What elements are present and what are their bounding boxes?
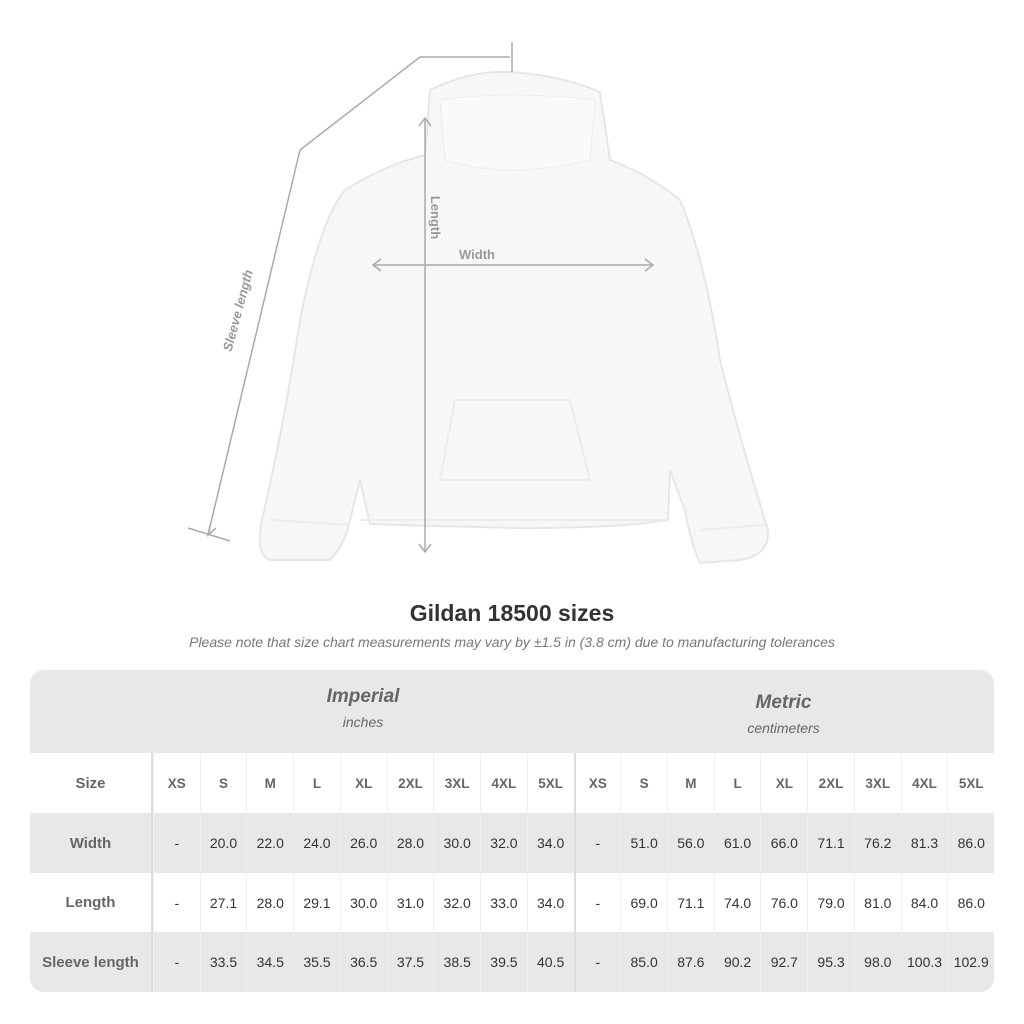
table-cell: 34.5 <box>246 932 293 992</box>
size-header: M <box>246 753 293 813</box>
table-cell: 71.1 <box>807 813 854 873</box>
table-cell: - <box>152 932 200 992</box>
metric-group: Metric centimeters <box>573 692 994 736</box>
table-cell: 27.1 <box>199 873 247 932</box>
hoodie-diagram <box>187 42 770 565</box>
table-cell: 87.6 <box>666 932 714 992</box>
table-cell: 30.0 <box>433 813 480 873</box>
table-cell: 35.5 <box>293 932 340 992</box>
table-cell: 69.0 <box>620 873 667 932</box>
table-cell: 90.2 <box>713 932 761 992</box>
table-cell: 61.0 <box>713 813 761 873</box>
row-label: Length <box>30 873 153 932</box>
size-header: 2XL <box>386 753 434 813</box>
row-label: Width <box>30 813 153 873</box>
size-header: XL <box>339 753 387 813</box>
table-cell: 79.0 <box>807 873 854 932</box>
length-label: Length <box>428 195 444 240</box>
row-label: Sleeve length <box>30 932 153 992</box>
size-header: L <box>293 753 340 813</box>
table-cell: 28.0 <box>246 873 293 932</box>
table-cell: 86.0 <box>947 873 994 932</box>
metric-title: Metric <box>755 692 812 713</box>
size-header: 3XL <box>853 753 901 813</box>
table-cell: 56.0 <box>666 813 714 873</box>
size-header: 5XL <box>947 753 994 813</box>
table-cell: 32.0 <box>480 813 527 873</box>
table-cell: 95.3 <box>807 932 854 992</box>
width-label: Width <box>459 247 495 262</box>
table-cell: 33.0 <box>480 873 527 932</box>
table-cell: 51.0 <box>620 813 667 873</box>
table-row: Width -20.0 22.0 24.0 26.0 28.0 30.0 32.0 34.0-5… <box>30 813 994 873</box>
table-cell: 40.5 <box>526 932 574 992</box>
table-cell: 81.0 <box>853 873 901 932</box>
table-cell: 92.7 <box>760 932 807 992</box>
measurement-lines <box>187 42 655 554</box>
size-header: XS <box>152 753 200 813</box>
size-header: S <box>620 753 667 813</box>
table-cell: 28.0 <box>386 813 434 873</box>
table-cell: 76.0 <box>760 873 807 932</box>
table-cell: 20.0 <box>199 813 247 873</box>
table-row: Sleeve length -33.5 34.5 35.5 36.5 37.5 38.5 39… <box>30 932 994 992</box>
imperial-unit: inches <box>342 714 384 730</box>
size-header: S <box>199 753 247 813</box>
hoodie-illustration <box>258 70 770 565</box>
table-cell: 76.2 <box>853 813 901 873</box>
size-header: 2XL <box>807 753 854 813</box>
table-cell: - <box>573 932 621 992</box>
metric-unit: centimeters <box>747 720 820 736</box>
table-cell: 71.1 <box>666 873 714 932</box>
table-cell: 102.9 <box>947 932 994 992</box>
table-cell: 24.0 <box>293 813 340 873</box>
table-cell: - <box>573 873 621 932</box>
unit-header-band <box>30 670 994 753</box>
size-header-cell: Size <box>30 753 153 813</box>
size-header: M <box>666 753 714 813</box>
table-cell: 36.5 <box>339 932 387 992</box>
size-header: L <box>713 753 761 813</box>
table-cell: 74.0 <box>713 873 761 932</box>
table-cell: 38.5 <box>433 932 480 992</box>
table-cell: 31.0 <box>386 873 434 932</box>
table-cell: 100.3 <box>900 932 948 992</box>
table-cell: 66.0 <box>760 813 807 873</box>
table-cell: 81.3 <box>900 813 948 873</box>
table-cell: 39.5 <box>480 932 527 992</box>
imperial-group: Imperial inches <box>153 686 573 730</box>
table-row: Length -27.1 28.0 29.1 30.0 31.0 32.0 33.0 34.0-… <box>30 873 994 932</box>
size-table: Imperial inches Metric centimeters Size X… <box>30 670 994 992</box>
table-cell: 98.0 <box>853 932 901 992</box>
table-header-row: Size XS S M L XL 2XL 3XL 4XL 5XL XS S M L XL 2XL 3XL 4XL 5… <box>30 753 994 813</box>
page-title: Gildan 18500 sizes <box>409 600 615 626</box>
table-cell: 33.5 <box>199 932 247 992</box>
table-cell: 29.1 <box>293 873 340 932</box>
table-cell: 85.0 <box>620 932 667 992</box>
table-cell: 86.0 <box>947 813 994 873</box>
tolerance-note: Please note that size chart measurements… <box>189 634 835 650</box>
table-cell: 34.0 <box>526 873 574 932</box>
size-header: XS <box>573 753 621 813</box>
size-header: XL <box>760 753 807 813</box>
size-header: 4XL <box>900 753 948 813</box>
size-header: 3XL <box>433 753 480 813</box>
table-cell: 34.0 <box>526 813 574 873</box>
imperial-title: Imperial <box>326 686 400 707</box>
table-cell: 32.0 <box>433 873 480 932</box>
size-header: 4XL <box>480 753 527 813</box>
table-cell: 26.0 <box>339 813 387 873</box>
table-cell: - <box>152 873 200 932</box>
table-cell: 37.5 <box>386 932 434 992</box>
table-cell: 30.0 <box>339 873 387 932</box>
table-cell: 22.0 <box>246 813 293 873</box>
size-header: 5XL <box>526 753 574 813</box>
table-cell: - <box>152 813 200 873</box>
table-cell: - <box>573 813 621 873</box>
table-cell: 84.0 <box>900 873 948 932</box>
